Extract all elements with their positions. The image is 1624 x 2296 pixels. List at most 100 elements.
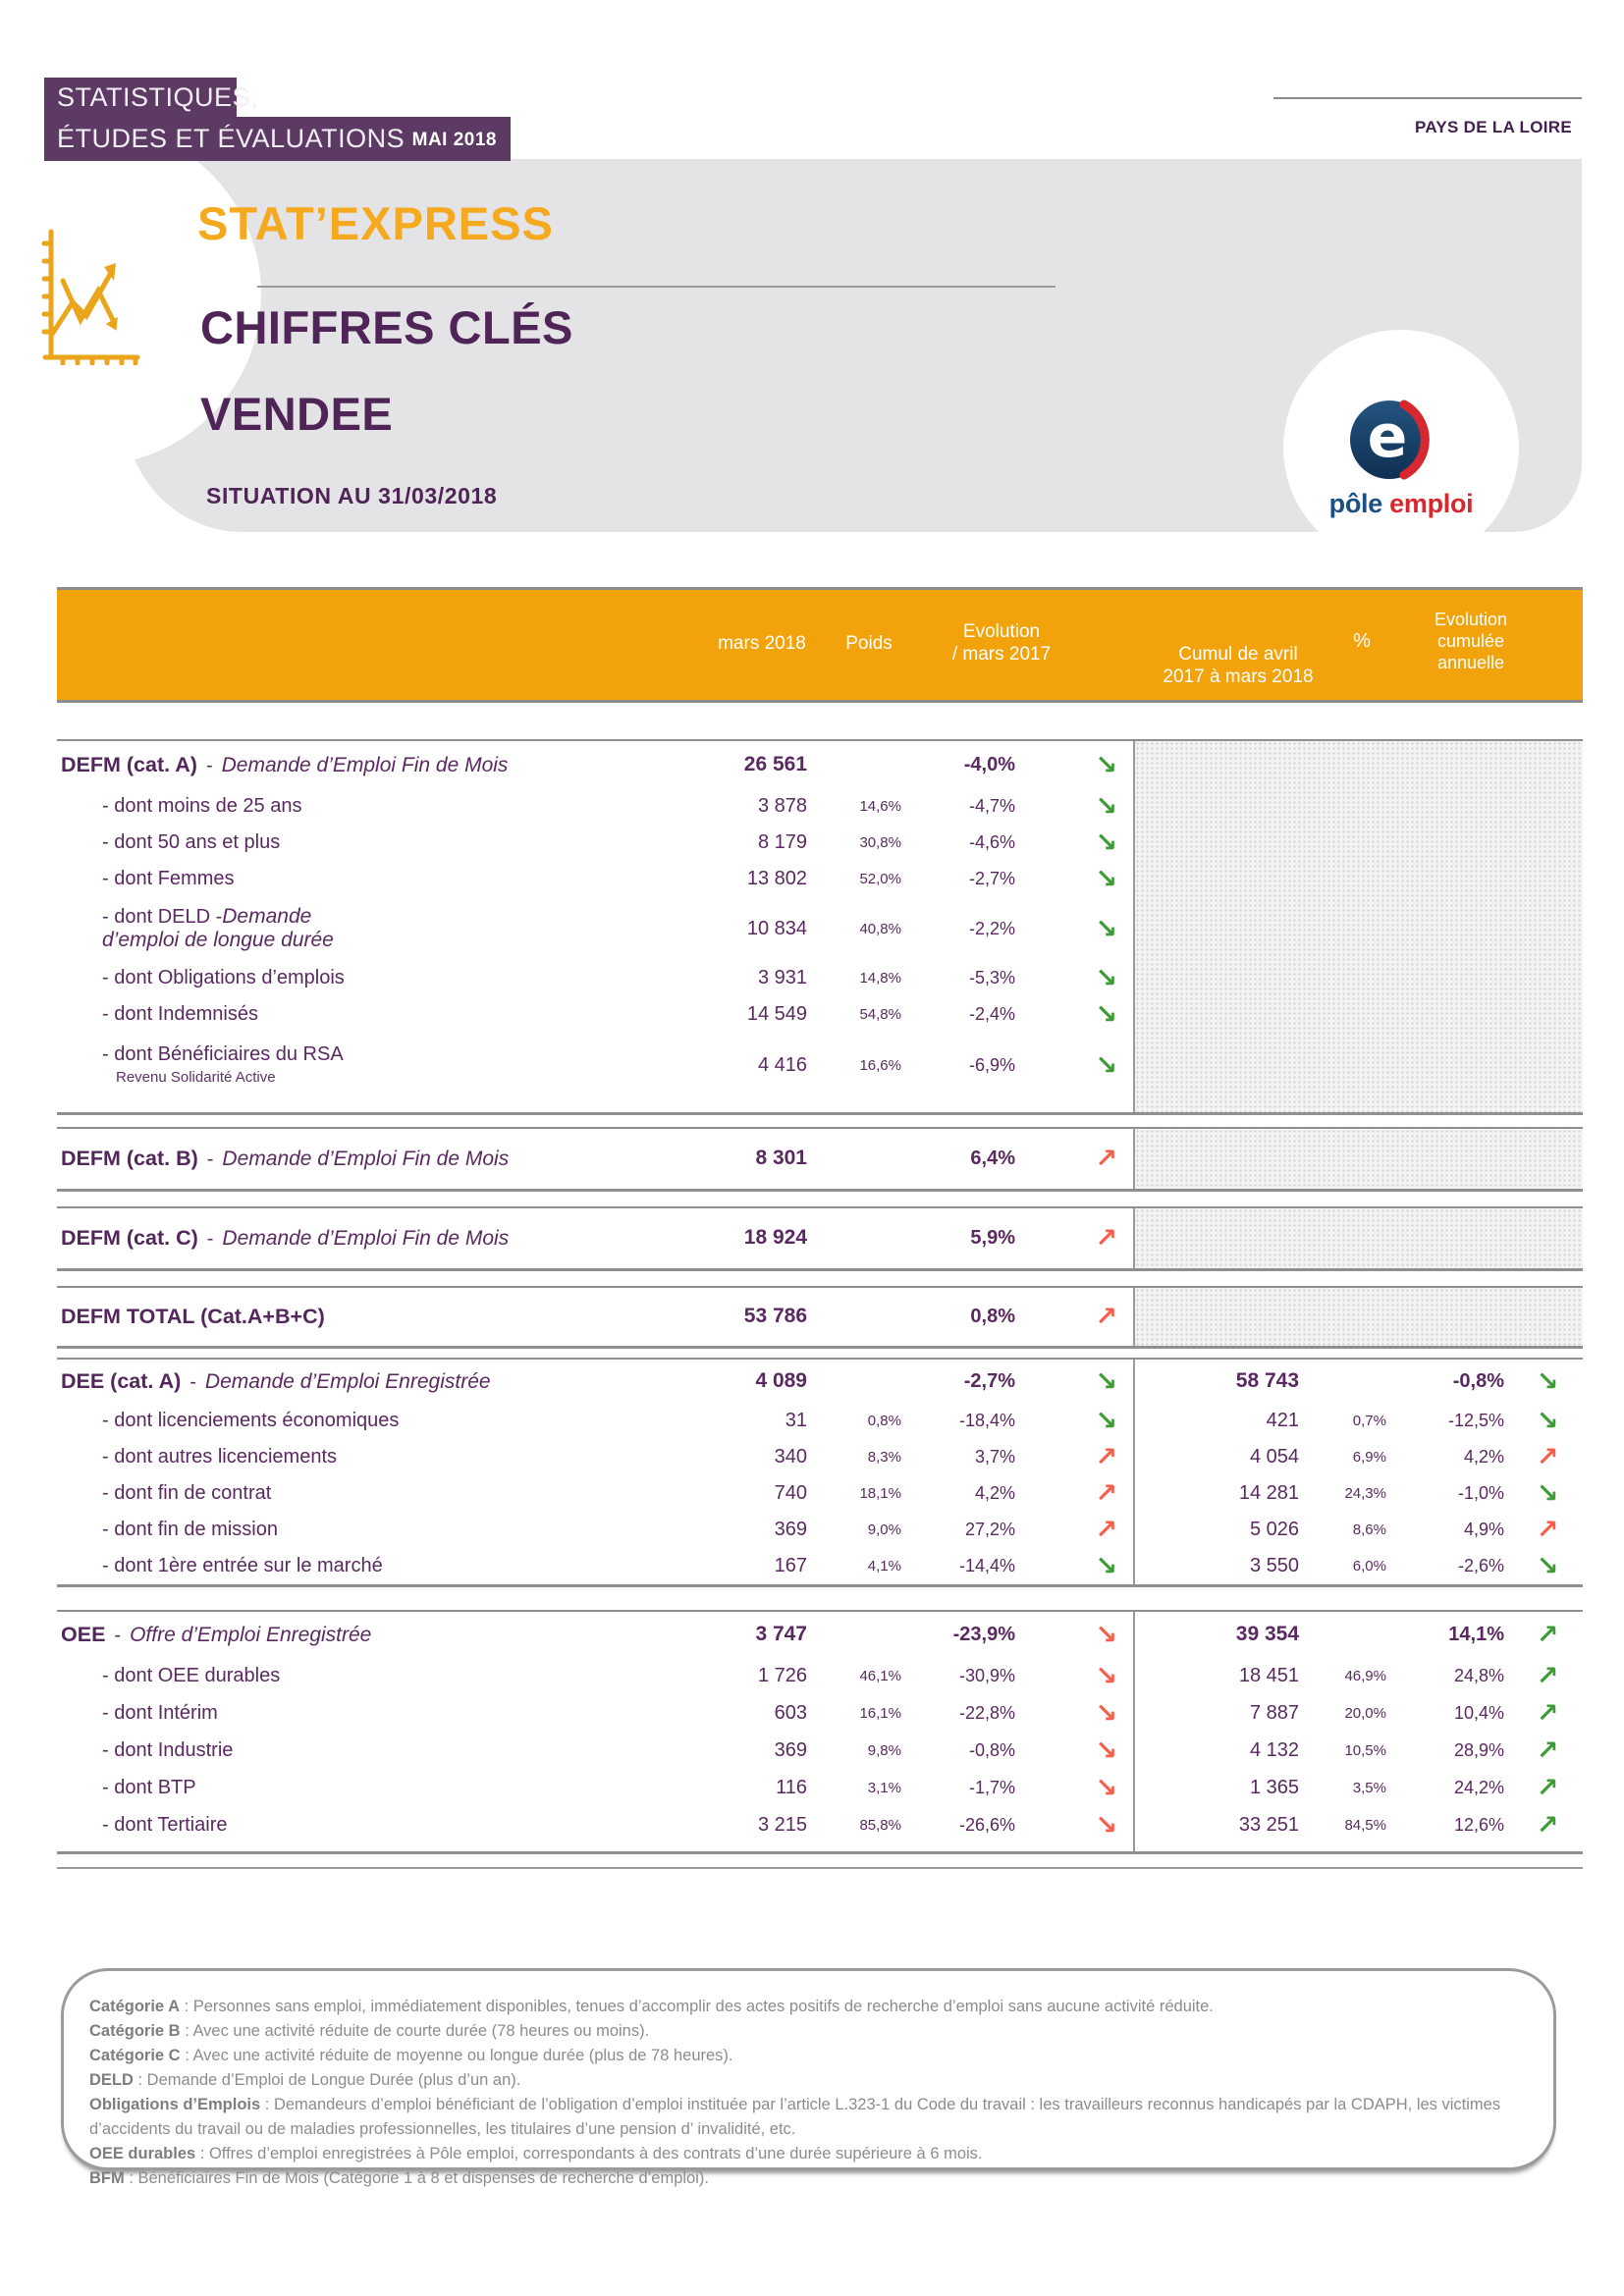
footnote-text: : Offres d’emploi enregistrées à Pôle em… [195,2145,983,2163]
value-cumul: 39 354 [1235,1623,1299,1645]
value-mars-2018: 3 931 [757,967,807,988]
table-row: OEE - Offre d’Emploi Enregistrée 3 747 -23,9… [57,1612,1583,1657]
footnote-text: : Demandeurs d’emploi bénéficiant de l’o… [89,2096,1501,2138]
value-poids: 46,1% [859,1667,901,1684]
col-header-evolution-line1: Evolution [962,621,1041,642]
row-label-italic: Offre d’Emploi Enregistrée [130,1623,372,1646]
trend-cell: ↗ [1019,1225,1133,1252]
trend-up-icon: ↗ [1095,1143,1117,1174]
value-cumul: 14 281 [1238,1482,1299,1504]
trend-up-icon: ↗ [1536,1697,1559,1729]
footnote-term: Catégorie C [89,2047,181,2064]
table-section-defm-total: DEFM TOTAL (Cat.A+B+C) 53 786 0,8% ↗ [57,1286,1583,1349]
table-section-oee: OEE - Offre d’Emploi Enregistrée 3 747 -23,9… [57,1610,1583,1854]
hero-separator [257,286,1056,288]
table-row: - dont fin de mission 369 9,0% 27,2% ↗ 5 026 8… [57,1512,1583,1548]
value-cumul: 58 743 [1235,1369,1299,1392]
trend-cell: ↗ [1512,1700,1583,1727]
footnote-text: : Demande d’Emploi de Longue Durée (plus… [133,2071,521,2089]
no-data-pattern [1135,1288,1583,1346]
region-overline [1273,97,1582,99]
row-label-main: - dont OEE durables [102,1664,281,1686]
value-evolution: -2,7% [968,869,1015,888]
table-row: - dont 1ère entrée sur le marché 167 4,1% -… [57,1548,1583,1584]
row-label-main: - dont Industrie [102,1738,234,1761]
value-evolution-cumulee: -12,5% [1447,1411,1504,1430]
table-row: - dont Bénéficiaires du RSA Revenu Solida… [57,1033,1583,1097]
trend-cell: ↗ [1512,1775,1583,1801]
value-evolution: -0,8% [968,1739,1015,1760]
trend-up-icon: ↗ [1095,1515,1117,1545]
trend-down-icon: ↘ [1095,1809,1117,1841]
row-label: - dont 1ère entrée sur le marché [57,1555,628,1576]
logo-word-emploi: emploi [1389,489,1474,518]
value-evolution: -30,9% [958,1665,1015,1685]
trend-up-icon: ↗ [1095,1478,1117,1509]
table-row: - dont licenciements économiques 31 0,8% -1… [57,1403,1583,1439]
trend-up-icon: ↗ [1536,1515,1559,1545]
trend-down-icon: ↘ [1095,999,1117,1030]
row-label-main: - dont moins de 25 ans [102,795,302,818]
department-title: VENDEE [200,388,394,440]
row-label-main: DEE (cat. A) [61,1368,182,1393]
col-header-cumul-line1: Cumul de avril [1178,644,1298,665]
table-row: - dont Obligations d’emplois 3 931 14,8% -5… [57,960,1583,996]
trend-down-icon: ↘ [1095,1697,1117,1729]
table-header: mars 2018 Poids Evolution / mars 2017 Cu… [57,587,1583,703]
value-evolution: -5,3% [968,968,1015,988]
row-label-main: DEFM (cat. B) [61,1146,198,1170]
col-header-evolcum-line1: Evolution [1434,610,1508,629]
value-evolution: -4,0% [963,753,1015,775]
value-evolution-cumulee: 24,8% [1453,1665,1504,1685]
value-evolution-cumulee: 4,2% [1463,1447,1504,1467]
trend-cell: ↘ [1019,1408,1133,1434]
trend-cell: ↗ [1019,1480,1133,1507]
trend-up-icon: ↗ [1536,1772,1559,1803]
column-divider [1133,1612,1135,1851]
trend-down-icon: ↘ [1095,913,1117,944]
footnote: DELD : Demande d’Emploi de Longue Durée … [89,2068,1520,2093]
table-row: DEFM (cat. B) - Demande d’Emploi Fin de Mo… [57,1129,1583,1188]
table-row: - dont moins de 25 ans 3 878 14,6% -4,7% ↘ [57,788,1583,825]
table-row: DEE (cat. A) - Demande d’Emploi Enregistré… [57,1360,1583,1403]
trend-cell: ↘ [1019,916,1133,942]
footnote-text: : Personnes sans emploi, immédiatement d… [180,1998,1214,2015]
row-label-main: DEFM (cat. C) [61,1225,198,1250]
table-bottom-rule [57,1867,1583,1869]
value-evolution: 3,7% [974,1447,1015,1467]
table-section-defm-a: DEFM (cat. A) - Demande d’Emploi Fin de Mo… [57,739,1583,1115]
footnotes-box: Catégorie A : Personnes sans emploi, imm… [61,1968,1556,2187]
row-label-italic: Demande d’emploi de longue durée [102,905,334,951]
value-poids: 54,8% [859,1006,901,1023]
trend-cell: ↗ [1019,1146,1133,1172]
value-cumul: 33 251 [1238,1813,1299,1836]
value-cumul: 4 132 [1249,1738,1299,1761]
trend-cell: ↘ [1512,1368,1583,1395]
trend-down-icon: ↘ [1536,1406,1559,1436]
row-label: - dont fin de contrat [57,1482,628,1504]
value-mars-2018: 340 [774,1446,807,1468]
row-label-separator: - [206,1227,214,1250]
row-label: - dont fin de mission [57,1519,628,1540]
footnote-term: OEE durables [89,2145,196,2163]
trend-cell: ↘ [1019,829,1133,856]
region-label: PAYS DE LA LOIRE [1414,118,1572,136]
pole-emploi-logo: e [1350,400,1430,480]
row-label-main: - dont DELD - [102,906,223,929]
value-evolution: -4,6% [968,832,1015,852]
trend-cell: ↘ [1019,866,1133,892]
table-row: - dont Indemnisés 14 549 54,8% -2,4% ↘ [57,996,1583,1033]
no-data-pattern [1135,1208,1583,1268]
row-label: DEFM TOTAL (Cat.A+B+C) [57,1305,628,1328]
table-row: - dont fin de contrat 740 18,1% 4,2% ↗ 14 281… [57,1475,1583,1512]
trend-down-icon: ↘ [1095,864,1117,894]
trend-down-icon: ↘ [1095,1551,1117,1581]
trend-down-icon: ↘ [1095,963,1117,993]
value-pct: 6,9% [1352,1449,1386,1466]
table-section-defm-b: DEFM (cat. B) - Demande d’Emploi Fin de Mo… [57,1127,1583,1192]
col-header-cumul: Cumul de avril 2017 à mars 2018 [1163,643,1313,688]
footnote: BFM : Bénéficiaires Fin de Mois (Catégor… [89,2166,1520,2191]
col-header-evolcum-line3: annuelle [1436,653,1505,672]
footnote: OEE durables : Offres d’emploi enregistr… [89,2142,1520,2166]
page-title: CHIFFRES CLÉS [200,301,573,353]
